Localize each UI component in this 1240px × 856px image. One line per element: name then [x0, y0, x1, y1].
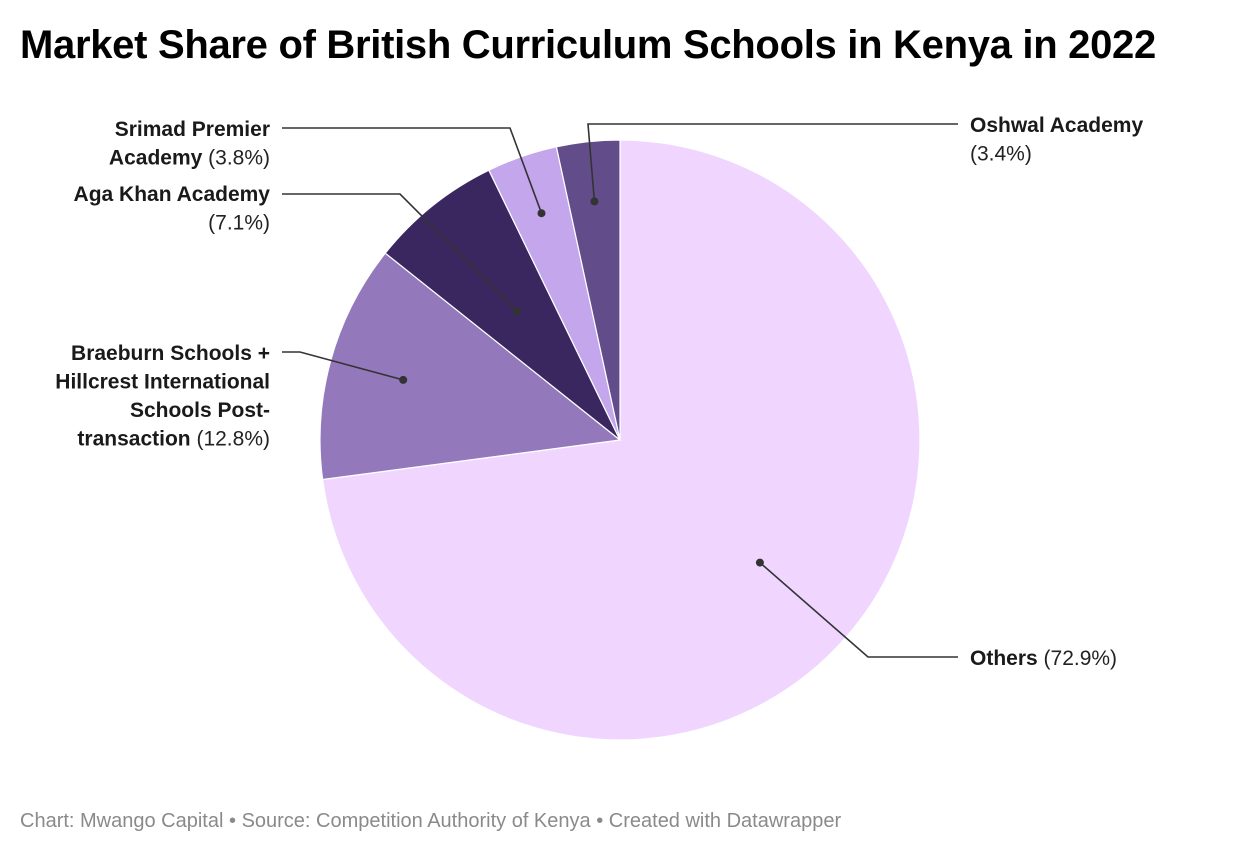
footer-created: Created with Datawrapper — [608, 810, 842, 832]
pie-slice — [555, 139, 621, 441]
slice-label-value: (72.9%) — [1038, 647, 1117, 670]
slice-label-name: Hillcrest International — [55, 371, 270, 394]
slice-label-value: (3.8%) — [202, 147, 270, 170]
footer-separator: • — [223, 810, 242, 832]
slice-label-value: (12.8%) — [191, 428, 270, 451]
leader-dot — [512, 307, 521, 316]
slice-label-name: Academy — [109, 147, 203, 170]
chart-footer: Chart: Mwango Capital • Source: Competit… — [20, 810, 841, 833]
slice-label-name: transaction — [77, 428, 190, 451]
pie-slices — [319, 139, 921, 741]
slice-label: Braeburn Schools + Hillcrest Internationa… — [55, 342, 270, 451]
slice-label-name: Oshwal Academy — [970, 114, 1143, 137]
footer-separator: • — [590, 810, 609, 832]
leader-line — [587, 123, 958, 202]
footer-source: Source: Competition Authority of Kenya — [241, 810, 591, 832]
slice-label: Srimad Premier Academy (3.8%) — [109, 118, 270, 170]
slice-label-name: Srimad Premier — [115, 118, 270, 141]
slice-label-value: (7.1%) — [208, 212, 270, 235]
leader-line — [282, 193, 518, 312]
leader-lines — [282, 123, 958, 658]
leader-dot — [399, 375, 408, 384]
slice-label-value: (3.4%) — [970, 143, 1032, 166]
leader-line — [282, 351, 404, 381]
leader-dot — [537, 209, 546, 218]
leader-dot — [590, 197, 599, 206]
leader-dot — [755, 558, 764, 567]
pie-chart: Others (72.9%) Braeburn Schools + Hillcres… — [55, 114, 1143, 741]
slice-label: Others (72.9%) — [970, 647, 1117, 670]
footer-credit: Chart: Mwango Capital — [20, 810, 224, 832]
slice-label-name: Others — [970, 647, 1038, 670]
leader-line — [282, 127, 543, 214]
slice-label-name: Aga Khan Academy — [74, 183, 271, 206]
slice-label-name: Braeburn Schools + — [71, 342, 270, 365]
slice-label-name: Schools Post- — [130, 399, 270, 422]
slice-label: Oshwal Academy (3.4%) — [970, 114, 1143, 166]
chart-title: Market Share of British Curriculum Schoo… — [20, 23, 1156, 67]
leader-line — [759, 561, 958, 658]
slice-label: Aga Khan Academy (7.1%) — [74, 183, 271, 235]
slice-labels: Others (72.9%) Braeburn Schools + Hillcres… — [55, 114, 1143, 670]
